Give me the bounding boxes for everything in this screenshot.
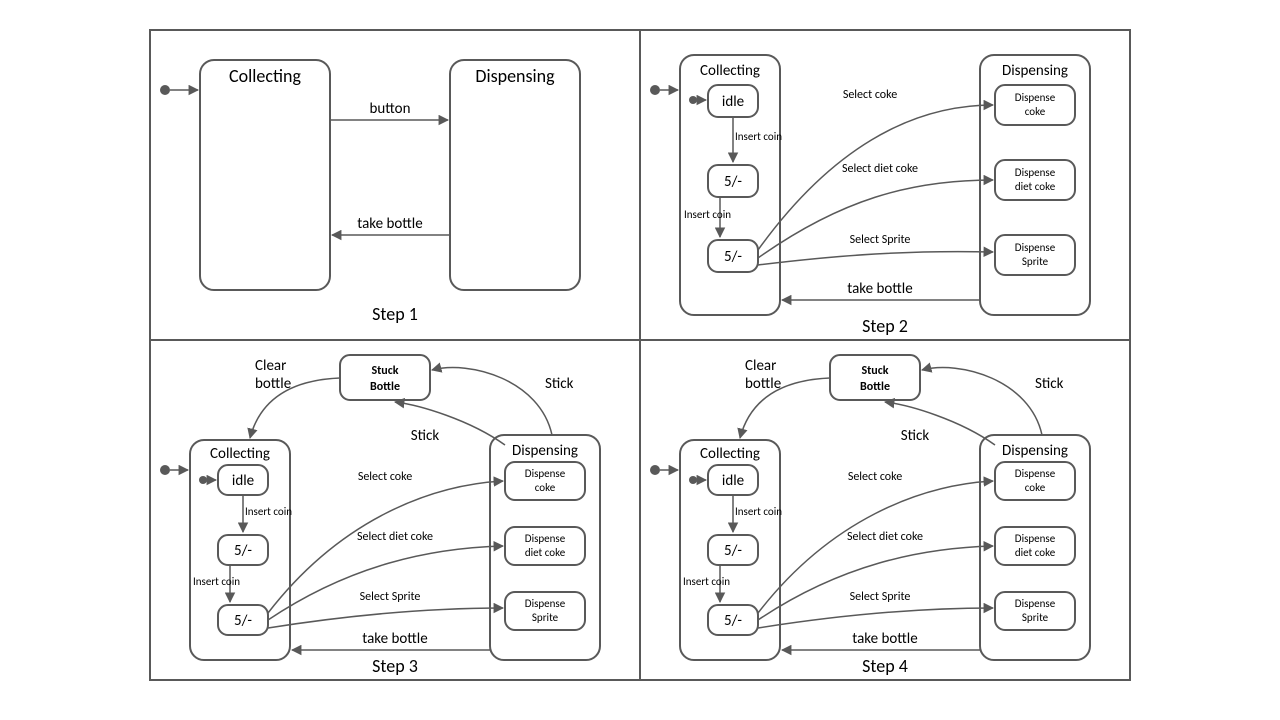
svg-text:Stuck: Stuck (861, 364, 888, 378)
svg-text:Clear: Clear (255, 357, 286, 375)
svg-text:diet coke: diet coke (1015, 546, 1056, 559)
edge-insert-coin-1: Insert coin (735, 130, 782, 143)
svg-text:5/-: 5/- (724, 612, 742, 630)
svg-text:Clear: Clear (745, 357, 776, 375)
collecting-state (200, 60, 330, 290)
edge-select-sprite: Select Sprite (850, 233, 911, 247)
svg-text:Select Sprite: Select Sprite (850, 590, 911, 604)
svg-text:Dispense: Dispense (1015, 467, 1056, 480)
idle-label: idle (722, 93, 744, 111)
svg-text:5/-: 5/- (724, 173, 742, 191)
svg-text:Sprite: Sprite (1022, 611, 1049, 624)
edge-select-diet: Select diet coke (842, 162, 918, 176)
svg-text:Dispensing: Dispensing (1002, 442, 1068, 460)
step3-label: Step 3 (372, 655, 418, 677)
svg-text:Bottle: Bottle (370, 380, 400, 394)
svg-text:5/-: 5/- (234, 612, 252, 630)
collecting-title: Collecting (700, 62, 760, 80)
svg-text:Select Sprite: Select Sprite (360, 590, 421, 604)
svg-text:idle: idle (232, 472, 254, 490)
svg-text:Bottle: Bottle (860, 380, 890, 394)
step3-content: Stuck Bottle Clear bottle Stick Stick Co… (160, 355, 600, 677)
svg-text:5/-: 5/- (724, 542, 742, 560)
svg-text:Sprite: Sprite (532, 611, 559, 624)
svg-text:Insert coin: Insert coin (245, 505, 292, 518)
svg-text:take bottle: take bottle (362, 630, 427, 648)
svg-text:Select coke: Select coke (358, 470, 412, 484)
svg-text:Dispense: Dispense (1015, 241, 1056, 254)
step2-label: Step 2 (862, 315, 908, 337)
initial-state-dot (160, 85, 170, 95)
svg-text:Select coke: Select coke (848, 470, 902, 484)
dispensing-title: Dispensing (1002, 62, 1068, 80)
svg-text:diet coke: diet coke (525, 546, 566, 559)
svg-text:Dispense: Dispense (525, 597, 566, 610)
svg-text:coke: coke (1025, 481, 1046, 494)
edge-stick-outer: Stick (545, 375, 574, 393)
svg-text:5/-: 5/- (724, 248, 742, 266)
svg-text:5/-: 5/- (234, 542, 252, 560)
svg-text:Insert coin: Insert coin (193, 575, 240, 588)
svg-text:Insert coin: Insert coin (735, 505, 782, 518)
svg-text:coke: coke (535, 481, 556, 494)
svg-text:Dispense: Dispense (1015, 91, 1056, 104)
step4-label: Step 4 (862, 655, 908, 677)
svg-text:diet coke: diet coke (1015, 180, 1056, 193)
svg-text:Dispense: Dispense (1015, 166, 1056, 179)
edge-insert-coin-2: Insert coin (684, 208, 731, 221)
svg-text:Stuck: Stuck (371, 364, 398, 378)
svg-text:Dispense: Dispense (525, 532, 566, 545)
svg-text:coke: coke (1025, 105, 1046, 118)
edge-stick-inner: Stick (411, 427, 440, 445)
svg-text:Sprite: Sprite (1022, 255, 1049, 268)
edge-take-bottle: take bottle (357, 215, 422, 233)
svg-text:Select diet coke: Select diet coke (847, 530, 923, 544)
dispensing-title: Dispensing (475, 65, 555, 87)
svg-text:take bottle: take bottle (852, 630, 917, 648)
step4-content: Stuck Bottle Clear bottle Stick Stick Co… (650, 355, 1090, 677)
edge-button: button (370, 100, 411, 118)
collecting-title: Collecting (229, 65, 301, 87)
edge-select-coke: Select coke (843, 88, 897, 102)
svg-text:Collecting: Collecting (700, 445, 760, 463)
svg-text:Dispense: Dispense (1015, 597, 1056, 610)
initial-state-dot (650, 85, 660, 95)
svg-text:Dispense: Dispense (1015, 532, 1056, 545)
dispensing-state (450, 60, 580, 290)
panel-step1 (150, 30, 640, 340)
svg-text:Insert coin: Insert coin (683, 575, 730, 588)
step1-content: Collecting Dispensing button take bottle… (160, 60, 580, 325)
edge-take-bottle: take bottle (847, 280, 912, 298)
svg-text:Collecting: Collecting (210, 445, 270, 463)
svg-text:Dispensing: Dispensing (512, 442, 578, 460)
edge-clear-bottle: bottle (255, 375, 291, 393)
svg-text:idle: idle (722, 472, 744, 490)
step2-content: Collecting idle Insert coin 5/- Insert c… (650, 55, 1090, 337)
svg-text:Stick: Stick (1035, 375, 1064, 393)
step1-label: Step 1 (372, 303, 418, 325)
svg-text:Select diet coke: Select diet coke (357, 530, 433, 544)
state-diagram-grid: Collecting Dispensing button take bottle… (0, 0, 1280, 720)
svg-text:Dispense: Dispense (525, 467, 566, 480)
svg-text:Stick: Stick (901, 427, 930, 445)
svg-text:bottle: bottle (745, 375, 781, 393)
